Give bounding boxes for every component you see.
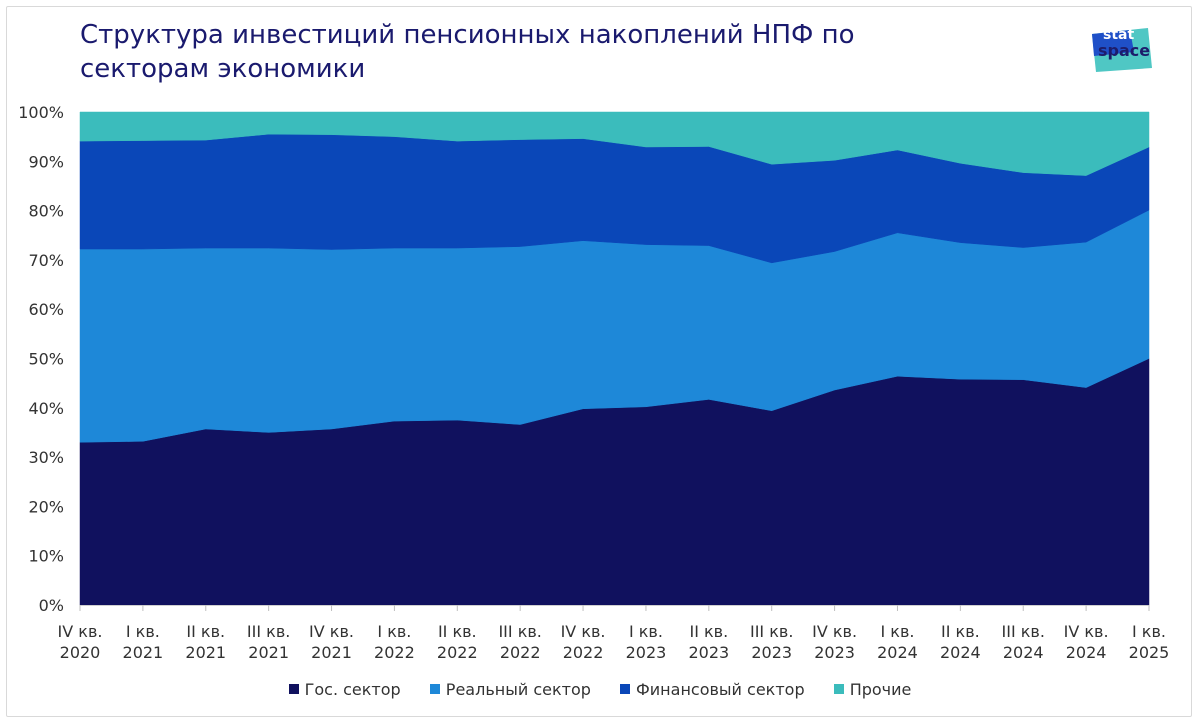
legend-swatch-real <box>429 684 440 694</box>
legend-label-other: Прочие <box>849 680 912 699</box>
y-tick-label: 50% <box>28 350 64 369</box>
x-tick-label: II кв. 2021 <box>185 622 226 662</box>
logo-text-stat: stat <box>1103 27 1135 43</box>
y-tick-label: 80% <box>28 202 64 221</box>
area-series-other <box>79 111 1150 176</box>
x-tick-label: III кв. 2023 <box>750 622 793 662</box>
legend-item-real: Реальный сектор <box>429 680 591 699</box>
y-tick-label: 90% <box>28 152 64 171</box>
y-tick-label: 60% <box>28 300 64 319</box>
legend-item-other: Прочие <box>833 680 912 699</box>
legend-swatch-fin <box>620 684 630 694</box>
legend-label-fin: Финансовый сектор <box>636 680 805 699</box>
legend-item-gov: Гос. сектор <box>288 680 401 699</box>
chart-title: Структура инвестиций пенсионных накоплен… <box>80 18 980 86</box>
y-tick-label: 10% <box>28 547 64 566</box>
x-tick-label: IV кв. 2023 <box>812 622 857 662</box>
x-tick-label: I кв. 2022 <box>374 622 415 662</box>
legend-label-gov: Гос. сектор <box>304 680 401 699</box>
x-tick-label: IV кв. 2024 <box>1064 622 1109 662</box>
chart-title-line2: секторам экономики <box>80 54 366 84</box>
y-tick-label: 70% <box>28 251 64 270</box>
legend-swatch-other <box>833 684 844 694</box>
y-tick-label: 30% <box>28 448 64 467</box>
x-tick-label: II кв. 2022 <box>437 622 478 662</box>
y-tick-label: 40% <box>28 399 64 418</box>
x-tick-label: I кв. 2021 <box>123 622 164 662</box>
legend-label-real: Реальный сектор <box>445 680 591 699</box>
x-tick-label: III кв. 2022 <box>498 622 541 662</box>
x-tick-label: I кв. 2023 <box>626 622 667 662</box>
x-tick-label: III кв. 2024 <box>1002 622 1045 662</box>
x-tick-label: IV кв. 2021 <box>309 622 354 662</box>
y-tick-label: 20% <box>28 497 64 516</box>
x-tick-label: II кв. 2023 <box>688 622 729 662</box>
x-tick-label: IV кв. 2022 <box>561 622 606 662</box>
statspace-logo-icon <box>1092 28 1152 72</box>
legend-swatch-gov <box>288 684 299 694</box>
logo-text-space: space <box>1098 41 1151 60</box>
x-tick-label: I кв. 2024 <box>877 622 918 662</box>
x-tick-label: IV кв. 2020 <box>58 622 103 662</box>
x-tick-label: I кв. 2025 <box>1129 622 1170 662</box>
legend-item-fin: Финансовый сектор <box>620 680 805 699</box>
chart-frame <box>6 6 1192 717</box>
y-tick-label: 0% <box>39 596 64 615</box>
x-tick-label: III кв. 2021 <box>247 622 290 662</box>
legend: Гос. сектор Реальный сектор Финансовый с… <box>0 680 1200 699</box>
x-tick-label: II кв. 2024 <box>940 622 981 662</box>
chart-title-line1: Структура инвестиций пенсионных накоплен… <box>80 20 855 50</box>
y-tick-label: 100% <box>18 103 64 122</box>
